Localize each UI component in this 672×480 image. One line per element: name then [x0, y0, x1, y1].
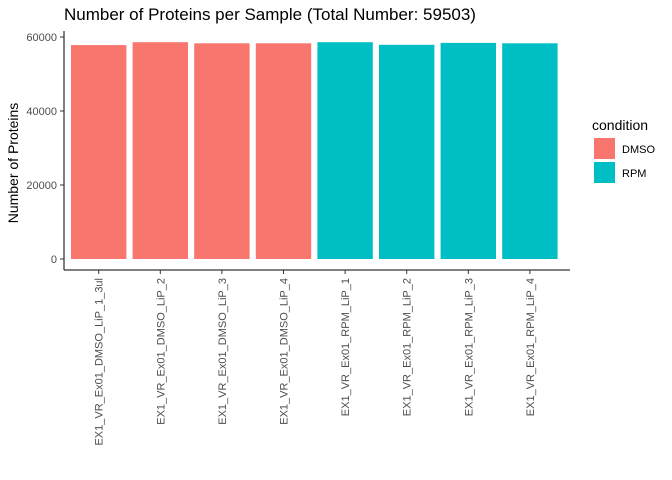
x-tick-label: EX1_VR_Ex01_DMSO_LiP_1_3ul [94, 278, 106, 446]
legend-title: condition [592, 117, 648, 133]
legend-label-rpm: RPM [622, 168, 646, 180]
y-tick-label: 40000 [26, 106, 57, 118]
x-tick-label: EX1_VR_Ex01_DMSO_LiP_4 [279, 278, 291, 425]
y-ticks: 0 20000 40000 60000 [26, 32, 64, 266]
bar-5 [317, 42, 373, 260]
bars-layer [71, 42, 558, 260]
chart-title: Number of Proteins per Sample (Total Num… [64, 5, 476, 24]
y-tick-label: 20000 [26, 180, 57, 192]
x-tick-label: EX1_VR_Ex01_RPM_LiP_3 [463, 278, 475, 416]
x-tick-label: EX1_VR_Ex01_DMSO_LiP_3 [217, 278, 229, 425]
y-tick-label: 0 [51, 254, 57, 266]
bar-6 [379, 44, 435, 259]
x-tick-label: EX1_VR_Ex01_RPM_LiP_2 [402, 278, 414, 416]
legend-swatch-dmso [594, 138, 615, 159]
bar-2 [132, 42, 188, 260]
legend-label-dmso: DMSO [622, 144, 655, 156]
bar-7 [440, 42, 496, 260]
bar-3 [194, 43, 250, 259]
legend: condition DMSO RPM [592, 117, 655, 183]
x-ticks: EX1_VR_Ex01_DMSO_LiP_1_3ul EX1_VR_Ex01_DM… [94, 270, 537, 446]
x-tick-label: EX1_VR_Ex01_RPM_LiP_1 [340, 278, 352, 416]
bar-8 [502, 43, 558, 259]
bar-4 [255, 43, 312, 259]
y-axis-title: Number of Proteins [5, 103, 21, 224]
x-tick-label: EX1_VR_Ex01_RPM_LiP_4 [525, 278, 537, 416]
y-tick-label: 60000 [26, 32, 57, 44]
bar-1 [71, 45, 127, 259]
legend-swatch-rpm [594, 162, 615, 183]
x-tick-label: EX1_VR_Ex01_DMSO_LiP_2 [155, 278, 167, 425]
